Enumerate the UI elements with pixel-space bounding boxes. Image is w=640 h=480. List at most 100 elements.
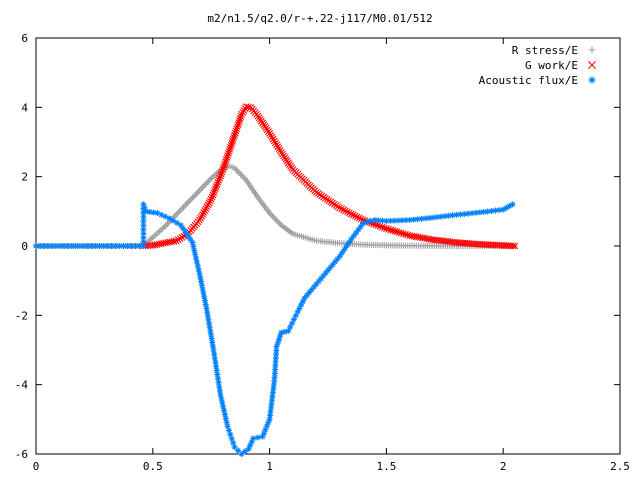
data-point [484,208,491,215]
data-point [174,236,182,244]
data-point [509,242,517,250]
legend-item: R stress/E [512,44,596,57]
data-point [220,162,228,170]
data-point [374,222,382,229]
data-point [224,150,232,157]
data-point [208,335,215,342]
data-point [372,221,380,229]
data-point [211,185,219,193]
data-point [346,239,353,246]
data-point [346,209,353,217]
data-point [206,320,213,327]
data-point [212,359,219,366]
data-point [216,172,224,180]
data-point [215,176,223,184]
data-point [166,215,173,222]
data-point [213,367,220,374]
data-point [385,225,392,233]
data-point [342,207,349,215]
data-point [378,223,386,231]
data-point [220,164,227,172]
data-point [224,152,232,159]
data-point [353,213,361,221]
data-point [393,228,401,236]
data-point [170,237,178,245]
data-point [266,416,273,423]
data-point [213,181,221,188]
data-point [232,127,240,135]
data-point [142,208,149,215]
legend-label: R stress/E [512,44,578,57]
data-point [267,408,274,415]
data-point [230,133,238,141]
data-point [60,243,67,249]
data-point [218,168,226,176]
data-point [441,213,448,220]
data-point [348,236,355,243]
data-point [338,205,346,213]
x-tick-label: 0.5 [143,460,163,473]
data-point [229,135,237,143]
axes: 0 0.5 1 1.5 2 2.5 -6 -4 -2 0 2 4 6 [15,32,630,473]
data-point [223,154,231,161]
data-point [207,331,214,338]
legend-item: G work/E [525,59,596,72]
data-point [205,199,213,207]
data-point [250,435,257,442]
data-point [140,209,147,216]
data-point [206,197,214,205]
data-point [84,243,91,249]
data-point [391,227,399,235]
data-point [204,309,211,316]
data-point [488,207,495,214]
data-point [207,195,215,203]
data-point [383,225,390,233]
data-point [203,203,211,211]
data-point [217,170,225,178]
data-point [203,305,210,312]
data-point [202,205,210,213]
data-point [220,403,227,410]
data-point [341,246,348,253]
data-point [178,233,186,241]
data-point [204,201,212,209]
data-point [343,243,350,249]
data-point [182,229,189,236]
data-point [395,217,402,224]
y-tick-label: -4 [15,379,29,392]
data-point [206,324,213,331]
data-point [80,243,87,249]
data-point [336,253,343,260]
data-point [213,363,220,370]
data-point [238,451,245,457]
data-point [229,137,236,145]
data-point [226,145,234,153]
data-point [193,259,200,266]
data-point [212,183,220,190]
data-point [231,444,238,451]
data-point [227,141,235,149]
data-point [207,328,214,335]
data-point [336,204,344,212]
x-tick-label: 2 [500,460,507,473]
data-point [201,297,208,304]
data-point [211,355,218,362]
data-point [205,316,212,323]
data-marks [33,103,519,457]
data-point [184,232,191,239]
y-tick-label: 6 [21,32,28,45]
data-point [233,123,241,131]
data-point [227,143,234,151]
legend-label: G work/E [525,59,578,72]
data-point [398,217,405,224]
data-point [355,226,362,233]
data-point [222,156,230,163]
data-point [214,371,221,378]
series-3 [33,201,516,457]
data-point [210,347,217,353]
data-point [177,222,184,229]
data-point [511,242,519,250]
data-point [397,229,405,237]
data-point [254,434,261,441]
